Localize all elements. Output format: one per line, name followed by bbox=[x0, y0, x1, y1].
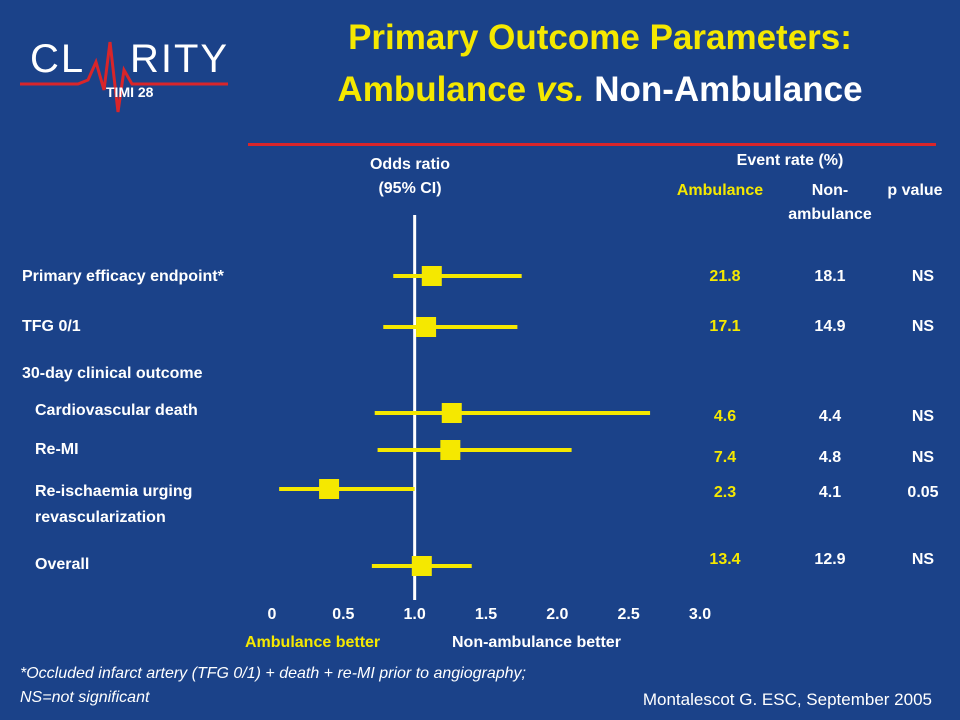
col-p-value-header: p value bbox=[887, 182, 943, 199]
point-estimate-primary-efficacy bbox=[421, 266, 442, 286]
x-tick-label: 0 bbox=[268, 606, 277, 623]
point-estimate-cv-death bbox=[441, 403, 462, 423]
point-estimate-overall bbox=[411, 556, 432, 576]
title-vs: vs. bbox=[535, 70, 585, 109]
ci-header: (95% CI) bbox=[378, 180, 442, 197]
axis-label-non-ambulance-better: Non-ambulance better bbox=[452, 634, 621, 651]
svg-text:TIMI 28: TIMI 28 bbox=[106, 84, 154, 100]
title-divider bbox=[248, 143, 936, 146]
x-tick-label: 2.5 bbox=[618, 606, 640, 623]
citation: Montalescot G. ESC, September 2005 bbox=[642, 690, 932, 709]
row-label-re-mi: Re-MI bbox=[35, 441, 79, 458]
row-label-cv-death: Cardiovascular death bbox=[35, 402, 198, 419]
p-value-cv-death: NS bbox=[911, 408, 935, 425]
non-amb-value-overall: 12.9 bbox=[814, 551, 846, 568]
non-amb-value-tfg: 14.9 bbox=[814, 318, 846, 335]
col-ambulance-header: Ambulance bbox=[676, 182, 764, 199]
x-tick-label: 0.5 bbox=[332, 606, 354, 623]
x-tick-label: 1.5 bbox=[475, 606, 497, 623]
row-label-re-ischaemia: Re-ischaemia urging revascularization bbox=[35, 483, 193, 526]
col-non-ambulance-header-1: Non- bbox=[811, 182, 849, 199]
amb-value-primary: 21.8 bbox=[709, 268, 741, 285]
title-line-2: Ambulance vs. Non-Ambulance bbox=[240, 70, 960, 110]
title-ambulance: Ambulance bbox=[337, 70, 527, 109]
p-value-primary: NS bbox=[911, 268, 935, 285]
row-label-primary-efficacy: Primary efficacy endpoint* bbox=[22, 268, 224, 285]
x-tick-label: 1.0 bbox=[404, 606, 426, 623]
non-amb-value-primary: 18.1 bbox=[814, 268, 846, 285]
p-value-re-ischaemia: 0.05 bbox=[907, 484, 939, 501]
row-label-overall: Overall bbox=[35, 556, 90, 573]
odds-ratio-header: Odds ratio bbox=[369, 156, 450, 173]
p-value-overall: NS bbox=[911, 551, 935, 568]
section-label-30-day: 30-day clinical outcome bbox=[22, 365, 203, 382]
amb-value-re-ischaemia: 2.3 bbox=[713, 484, 737, 501]
non-amb-value-cv-death: 4.4 bbox=[818, 408, 842, 425]
event-rate-header: Event rate (%) bbox=[736, 152, 844, 169]
x-tick-label: 3.0 bbox=[689, 606, 711, 623]
p-value-re-mi: NS bbox=[911, 449, 935, 466]
title-line-1: Primary Outcome Parameters: bbox=[348, 18, 852, 57]
footnote-ns: NS=not significant bbox=[20, 689, 150, 706]
point-estimate-tfg bbox=[416, 317, 437, 337]
amb-value-re-mi: 7.4 bbox=[713, 449, 737, 466]
svg-text:CL: CL bbox=[30, 37, 85, 81]
title-non-ambulance: Non-Ambulance bbox=[594, 70, 863, 109]
amb-value-tfg: 17.1 bbox=[709, 318, 741, 335]
amb-value-cv-death: 4.6 bbox=[713, 408, 737, 425]
non-amb-value-re-ischaemia: 4.1 bbox=[818, 484, 842, 501]
non-amb-value-re-mi: 4.8 bbox=[818, 449, 842, 466]
point-estimate-re-ischaemia bbox=[319, 479, 340, 499]
footnote-definition: *Occluded infarct artery (TFG 0/1) + dea… bbox=[20, 665, 526, 682]
point-estimate-re-mi bbox=[440, 440, 461, 460]
amb-value-overall: 13.4 bbox=[709, 551, 741, 568]
axis-label-ambulance-better: Ambulance better bbox=[245, 634, 381, 651]
x-tick-label: 2.0 bbox=[546, 606, 568, 623]
clarity-logo: CL RITY TIMI 28 bbox=[20, 37, 229, 113]
svg-text:RITY: RITY bbox=[130, 37, 229, 81]
row-label-tfg: TFG 0/1 bbox=[22, 318, 81, 335]
col-non-ambulance-header-2: ambulance bbox=[788, 206, 872, 223]
p-value-tfg: NS bbox=[911, 318, 935, 335]
